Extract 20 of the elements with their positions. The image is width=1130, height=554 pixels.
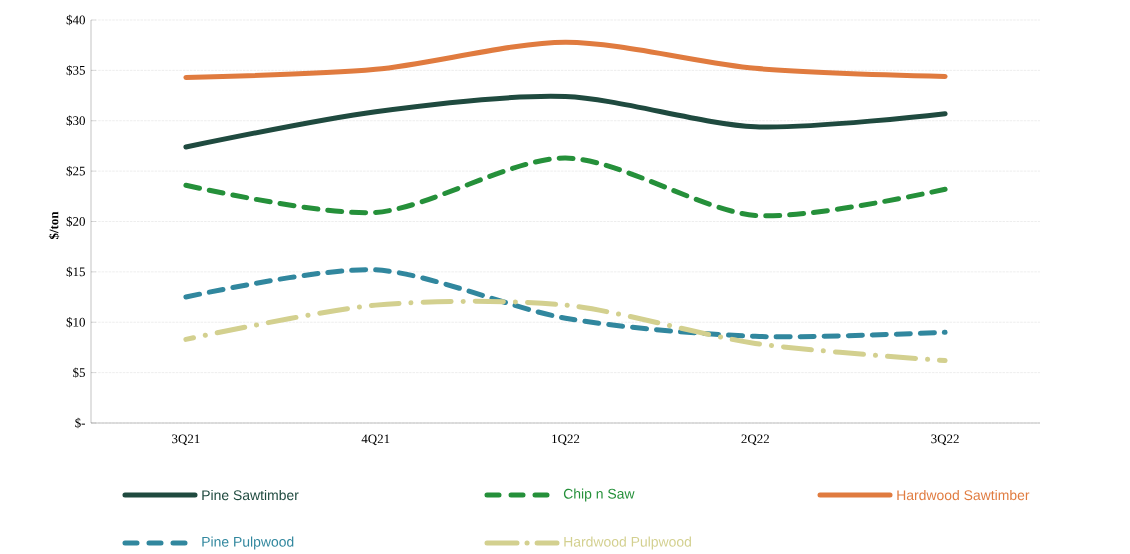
y-tick-label: $10 (66, 317, 85, 328)
x-tick-label: 4Q21 (361, 434, 390, 446)
y-tick-label: $- (75, 417, 86, 429)
x-tick-label: 3Q22 (931, 434, 959, 446)
text: Chip n Saw (563, 488, 635, 502)
text: Hardwood Pulpwood (564, 536, 691, 550)
y-tick-label: $35 (66, 65, 85, 76)
text: Pine Sawtimber (202, 489, 299, 501)
y-tick-label: $25 (66, 165, 85, 177)
text: Pine Pulpwood (202, 536, 294, 550)
text: Hardwood Sawtimber (897, 489, 1030, 501)
y-axis-title: $/ton (48, 211, 60, 240)
y-tick-label: $20 (66, 216, 85, 227)
y-tick-label: $30 (66, 115, 85, 126)
y-tick-label: $15 (66, 266, 85, 278)
x-tick-label: 2Q22 (741, 434, 769, 446)
x-tick-label: 1Q22 (552, 434, 580, 446)
y-tick-label: $5 (73, 367, 85, 378)
x-tick-label: 3Q21 (172, 434, 200, 446)
y-tick-label: $40 (66, 14, 85, 26)
